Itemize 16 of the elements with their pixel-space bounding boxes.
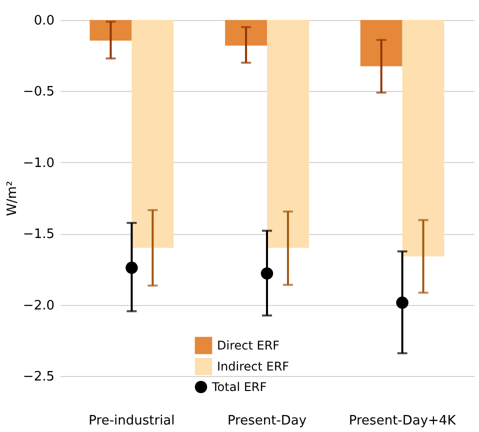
legend-label: Total ERF <box>211 380 267 394</box>
y-tick-label: −2.5 <box>22 370 54 384</box>
y-tick-label: −1.0 <box>22 156 54 171</box>
x-tick-label: Present-Day <box>227 414 307 428</box>
y-tick-label: −2.0 <box>22 298 54 314</box>
y-tick-label: −0.5 <box>22 84 54 100</box>
legend-label: Indirect ERF <box>217 360 290 374</box>
y-tick-label: −1.5 <box>22 227 54 242</box>
y-tick-label: 0.0 <box>34 14 54 28</box>
legend-label: Direct ERF <box>217 338 280 352</box>
point <box>126 262 138 274</box>
y-axis-title: W/m² <box>4 180 20 216</box>
point <box>396 296 408 309</box>
x-tick-label: Pre-industrial <box>88 414 175 428</box>
point <box>260 267 274 280</box>
x-tick-label: Present-Day+4K <box>348 414 456 428</box>
